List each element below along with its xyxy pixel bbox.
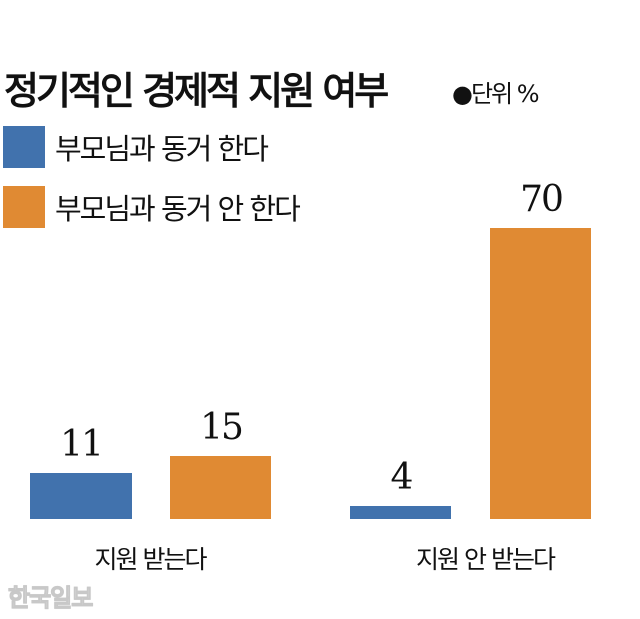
- bar-not-supported-not-live: [490, 228, 591, 519]
- legend-label: 부모님과 동거 안 한다: [55, 192, 301, 226]
- category-label: 지원 안 받는다: [416, 545, 556, 574]
- legend-item-not-live-with-parents: 부모님과 동거 안 한다: [3, 186, 301, 228]
- bar-supported-live: [30, 473, 132, 519]
- bar-supported-not-live: [170, 456, 271, 519]
- value-label: 15: [200, 407, 244, 448]
- chart-title: 정기적인 경제적 지원 여부: [4, 69, 389, 113]
- value-label: 70: [520, 179, 564, 220]
- publisher-logo: 한국일보: [7, 584, 93, 613]
- legend-swatch-orange: [3, 186, 45, 228]
- legend-swatch-blue: [3, 126, 45, 168]
- legend-item-live-with-parents: 부모님과 동거 한다: [3, 126, 269, 168]
- unit-label: ●단위 %: [452, 80, 540, 108]
- category-label: 지원 받는다: [94, 545, 208, 574]
- bar-not-supported-live: [350, 506, 451, 519]
- legend-label: 부모님과 동거 한다: [55, 132, 269, 166]
- value-label: 4: [390, 457, 414, 498]
- value-label: 11: [60, 424, 104, 465]
